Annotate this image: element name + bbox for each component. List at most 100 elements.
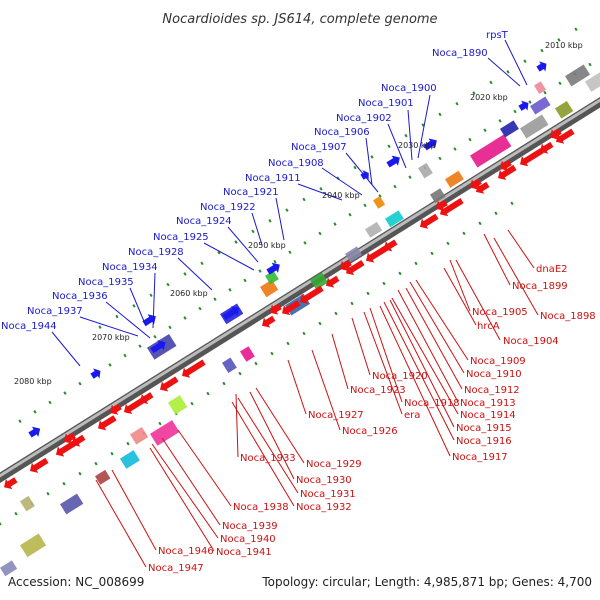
tick-mark <box>126 441 130 446</box>
gene-arrow <box>436 199 448 211</box>
tick-mark <box>33 410 37 414</box>
leader-line-top <box>387 123 407 169</box>
tick-mark <box>318 231 322 236</box>
tick-mark <box>393 184 397 189</box>
gene-arrow <box>266 262 280 275</box>
tick-mark <box>228 288 232 292</box>
gene-arrow <box>98 415 117 431</box>
feature-block <box>470 134 512 168</box>
leader-line-bottom <box>249 391 295 480</box>
gene-arrow <box>556 128 575 144</box>
tick-mark <box>303 241 307 245</box>
gene-label: Noca_1906 <box>314 127 370 138</box>
gene-label: Noca_1904 <box>503 336 559 347</box>
gene-arrows <box>4 61 575 490</box>
tick-mark <box>63 391 67 395</box>
tick-mark <box>254 361 258 366</box>
leader-line-bottom <box>149 447 215 552</box>
tick-mark <box>258 269 262 273</box>
gene-arrow <box>326 275 340 288</box>
gene-arrow <box>262 315 276 328</box>
tick-mark <box>378 194 382 198</box>
gene-label: Noca_1918 <box>404 398 460 409</box>
gene-label: Noca_1910 <box>466 369 522 380</box>
gene-label: Noca_1935 <box>78 277 134 288</box>
feature-block <box>385 210 404 228</box>
feature-block <box>95 469 111 485</box>
feature-block <box>150 420 180 446</box>
tick-mark <box>48 400 52 405</box>
accession-text: Accession: NC_008699 <box>8 575 144 589</box>
gene-arrow <box>470 178 482 190</box>
label-leader-lines <box>51 39 539 568</box>
leader-line-top <box>504 39 528 86</box>
gene-arrow <box>346 260 365 276</box>
gene-arrow <box>160 376 179 392</box>
leader-line-bottom <box>151 443 219 539</box>
kbp-label: 2070 kbp <box>92 333 130 342</box>
feature-block <box>130 426 149 445</box>
gene-arrow <box>500 159 512 171</box>
leader-line-bottom <box>483 233 511 286</box>
gene-label: Noca_1934 <box>102 262 158 273</box>
feature-block <box>585 71 600 92</box>
tick-mark <box>350 301 354 306</box>
leader-line-top <box>275 197 285 241</box>
tick-mark <box>588 62 592 67</box>
gene-label: Noca_1923 <box>350 385 406 396</box>
tick-mark <box>468 137 472 142</box>
top-gene-labels: rpsT Noca_1890 Noca_1900 Noca_1901 Noca_… <box>1 30 509 332</box>
leader-line-top <box>51 331 81 367</box>
tick-mark <box>483 128 487 133</box>
leader-line-top <box>297 183 343 201</box>
gene-label: Noca_1914 <box>460 410 516 421</box>
leader-line-bottom <box>351 317 371 376</box>
gene-label: Noca_1912 <box>464 385 520 396</box>
tick-mark <box>115 314 119 319</box>
gene-arrow <box>142 314 156 327</box>
tick-mark <box>190 401 194 406</box>
gene-label: Noca_1925 <box>153 232 209 243</box>
gene-label: Noca_1901 <box>358 98 414 109</box>
tick-mark <box>319 187 323 191</box>
tick-mark <box>206 391 210 396</box>
gene-arrow <box>550 128 562 140</box>
tick-mark <box>478 221 482 226</box>
tick-mark <box>94 461 98 466</box>
gene-arrow <box>498 164 517 180</box>
feature-block <box>260 279 279 298</box>
tick-mark <box>238 371 242 376</box>
genome-summary-text: Topology: circular; Length: 4,985,871 bp… <box>261 575 592 589</box>
tick-mark <box>234 240 238 244</box>
tick-mark <box>78 381 82 386</box>
gene-label: Noca_1929 <box>306 459 362 470</box>
gene-label: Noca_1890 <box>432 48 488 59</box>
leader-line-bottom <box>493 237 539 316</box>
tick-mark <box>446 241 450 246</box>
tick-mark <box>270 351 274 356</box>
tick-mark <box>370 155 374 159</box>
kbp-label: 2080 kbp <box>14 377 52 386</box>
kbp-label: 2060 kbp <box>170 289 208 298</box>
tick-mark <box>382 281 386 286</box>
leader-line-top <box>487 57 521 87</box>
tick-mark <box>528 100 532 104</box>
leader-line-top <box>417 94 431 159</box>
leader-line-top <box>407 109 413 161</box>
leader-line-bottom <box>383 301 455 441</box>
tick-mark <box>353 165 357 170</box>
gene-arrow <box>150 340 166 354</box>
tick-mark <box>273 259 277 264</box>
gene-label: hrcA <box>477 321 500 332</box>
tick-mark <box>166 282 170 287</box>
gene-label: Noca_1922 <box>200 202 256 213</box>
feature-block <box>239 346 255 362</box>
gene-label: Noca_1941 <box>216 547 272 558</box>
feature-block <box>19 495 35 512</box>
tick-mark <box>363 203 367 208</box>
gene-arrow <box>540 141 554 154</box>
feature-blocks <box>0 64 600 577</box>
tick-mark <box>513 109 517 114</box>
tick-mark <box>302 331 306 336</box>
kbp-scale: 2010 kbp 2020 kbp 2030 kbp 2040 kbp 2050… <box>14 41 583 386</box>
